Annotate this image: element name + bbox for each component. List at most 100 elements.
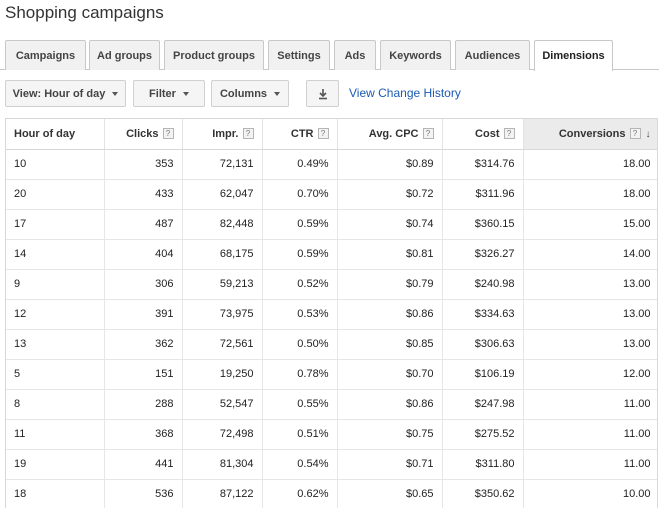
tab-audiences[interactable]: Audiences (455, 40, 530, 70)
table-cell: 0.49% (262, 149, 338, 180)
table-cell: 18.00 (523, 149, 657, 180)
tab-campaigns[interactable]: Campaigns (5, 40, 86, 70)
tab-keywords[interactable]: Keywords (380, 40, 451, 70)
chevron-down-icon (182, 91, 189, 96)
table-cell: 13.00 (523, 269, 657, 300)
table-row: 20 433 62,047 0.70% $0.72 $311.96 18.00 (6, 179, 657, 210)
table-header-row: Hour of day Clicks? Impr.? CTR? Avg. CPC… (6, 119, 657, 150)
table-cell: 391 (104, 299, 183, 330)
column-header-avg-cpc[interactable]: Avg. CPC? (337, 119, 443, 150)
table-cell: 0.59% (262, 239, 338, 270)
table-cell: $0.74 (337, 209, 443, 240)
table-row: 10 353 72,131 0.49% $0.89 $314.76 18.00 (6, 149, 657, 180)
columns-dropdown-label: Columns (219, 87, 268, 100)
table-cell: 72,131 (182, 149, 263, 180)
table-cell: 0.70% (262, 179, 338, 210)
tab-ads[interactable]: Ads (334, 40, 376, 70)
table-cell: $0.86 (337, 389, 443, 420)
chevron-down-icon (274, 91, 281, 96)
tab-dimensions[interactable]: Dimensions (534, 40, 613, 71)
view-dropdown-button[interactable]: View: Hour of day (5, 80, 126, 107)
table-cell: 72,561 (182, 329, 263, 360)
table-cell: $0.79 (337, 269, 443, 300)
table-cell: 10.00 (523, 479, 657, 508)
table-cell: $0.81 (337, 239, 443, 270)
tab-settings[interactable]: Settings (268, 40, 330, 70)
table-cell: 368 (104, 419, 183, 450)
table-cell: 14.00 (523, 239, 657, 270)
table-cell: 72,498 (182, 419, 263, 450)
table-cell: 11.00 (523, 419, 657, 450)
table-row: 19 441 81,304 0.54% $0.71 $311.80 11.00 (6, 449, 657, 480)
column-header-label: Avg. CPC (368, 127, 419, 140)
table-cell: 18 (6, 479, 105, 508)
table-cell: 5 (6, 359, 105, 390)
tab-bar: Campaigns Ad groups Product groups Setti… (0, 40, 659, 71)
filter-dropdown-button[interactable]: Filter (133, 80, 205, 107)
table-cell: $360.15 (442, 209, 524, 240)
table-cell: 13.00 (523, 329, 657, 360)
table-cell: 536 (104, 479, 183, 508)
table-cell: $0.75 (337, 419, 443, 450)
table-cell: $0.85 (337, 329, 443, 360)
table-row: 9 306 59,213 0.52% $0.79 $240.98 13.00 (6, 269, 657, 300)
tab-ad-groups[interactable]: Ad groups (89, 40, 160, 70)
table-row: 18 536 87,122 0.62% $0.65 $350.62 10.00 (6, 479, 657, 508)
toolbar: View: Hour of day Filter Columns View Ch… (0, 80, 659, 107)
view-change-history-link[interactable]: View Change History (349, 86, 461, 100)
columns-dropdown-button[interactable]: Columns (211, 80, 289, 107)
column-header-conversions[interactable]: Conversions? ↓ (523, 119, 657, 150)
table-cell: 0.55% (262, 389, 338, 420)
table-cell: 9 (6, 269, 105, 300)
sort-descending-icon: ↓ (645, 128, 651, 140)
table-cell: 353 (104, 149, 183, 180)
download-button[interactable] (306, 80, 339, 107)
table-cell: $106.19 (442, 359, 524, 390)
table-cell: $350.62 (442, 479, 524, 508)
column-header-impr[interactable]: Impr.? (182, 119, 263, 150)
table-cell: 11 (6, 419, 105, 450)
table-cell: 0.62% (262, 479, 338, 508)
table-cell: 404 (104, 239, 183, 270)
tab-product-groups[interactable]: Product groups (164, 40, 264, 70)
table-cell: 11.00 (523, 449, 657, 480)
table-cell: 87,122 (182, 479, 263, 508)
table-cell: 0.59% (262, 209, 338, 240)
table-cell: 20 (6, 179, 105, 210)
table-row: 17 487 82,448 0.59% $0.74 $360.15 15.00 (6, 209, 657, 240)
dimensions-table: Hour of day Clicks? Impr.? CTR? Avg. CPC… (5, 118, 658, 508)
column-header-clicks[interactable]: Clicks? (104, 119, 183, 150)
table-cell: 362 (104, 329, 183, 360)
help-icon[interactable]: ? (629, 128, 641, 140)
table-cell: 82,448 (182, 209, 263, 240)
column-header-label: Impr. (212, 127, 239, 140)
help-icon[interactable]: ? (503, 128, 515, 140)
table-row: 13 362 72,561 0.50% $0.85 $306.63 13.00 (6, 329, 657, 360)
table-cell: $247.98 (442, 389, 524, 420)
table-cell: 13.00 (523, 299, 657, 330)
table-cell: $334.63 (442, 299, 524, 330)
table-cell: 17 (6, 209, 105, 240)
table-cell: $326.27 (442, 239, 524, 270)
column-header-ctr[interactable]: CTR? (262, 119, 338, 150)
table-cell: 288 (104, 389, 183, 420)
table-cell: $0.86 (337, 299, 443, 330)
help-icon[interactable]: ? (317, 128, 329, 140)
help-icon[interactable]: ? (242, 128, 254, 140)
column-header-label: CTR (290, 127, 314, 140)
table-cell: 52,547 (182, 389, 263, 420)
table-cell: 81,304 (182, 449, 263, 480)
column-header-cost[interactable]: Cost? (442, 119, 524, 150)
help-icon[interactable]: ? (422, 128, 434, 140)
table-row: 12 391 73,975 0.53% $0.86 $334.63 13.00 (6, 299, 657, 330)
table-cell: 59,213 (182, 269, 263, 300)
download-icon (318, 88, 327, 99)
column-header-label: Clicks (126, 127, 159, 140)
help-icon[interactable]: ? (162, 128, 174, 140)
table-cell: 11.00 (523, 389, 657, 420)
table-cell: $306.63 (442, 329, 524, 360)
column-header-hour-of-day[interactable]: Hour of day (6, 119, 105, 150)
table-cell: 62,047 (182, 179, 263, 210)
table-cell: 487 (104, 209, 183, 240)
table-cell: 12.00 (523, 359, 657, 390)
